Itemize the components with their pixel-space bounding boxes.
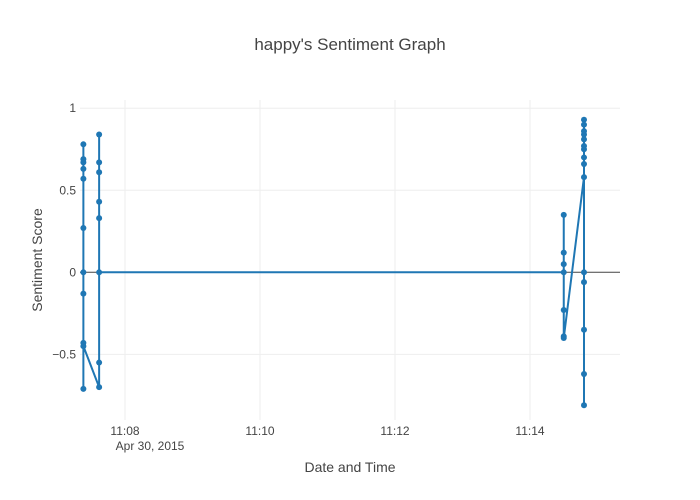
data-point [560,261,567,268]
data-point [560,307,567,314]
grid-layer [80,100,620,420]
data-point [560,269,567,276]
data-point [581,269,587,276]
data-point [80,156,87,163]
x-axis-date-label: Apr 30, 2015 [116,439,185,453]
data-point [581,116,587,123]
data-point [96,198,103,205]
y-tick-label: −0.5 [52,347,76,361]
data-point [96,215,103,222]
data-point [80,290,87,297]
data-point [581,371,587,378]
y-axis-title: Sentiment Score [29,208,45,312]
data-point [581,154,587,161]
data-point [560,334,567,341]
series-layer [80,116,587,409]
data-point [80,343,87,350]
data-point [581,174,587,181]
data-point [96,169,103,176]
data-point [96,384,103,391]
data-point [581,136,587,143]
data-point [96,269,103,276]
data-point [581,121,587,128]
data-point [581,161,587,167]
y-tick-label: 1 [69,101,76,115]
data-point [581,326,587,333]
x-tick-label: 11:10 [245,424,274,438]
data-point [80,269,87,276]
x-axis-title: Date and Time [304,459,395,475]
data-point [80,225,87,231]
data-point [80,165,87,172]
tick-layer: 11:08 11:10 11:12 11:14 −0.5 0 0.5 1 [52,101,545,438]
data-point [581,402,587,409]
data-point [581,279,587,286]
data-point [581,128,587,135]
data-point [80,175,87,182]
data-point [80,385,87,392]
data-point [581,142,587,149]
y-tick-label: 0 [69,265,76,279]
data-point [96,131,103,138]
chart-title: happy's Sentiment Graph [254,35,445,54]
data-point [560,249,567,256]
data-point [80,141,87,148]
x-tick-label: 11:08 [110,424,139,438]
data-point [560,211,567,218]
y-tick-label: 0.5 [59,183,76,197]
x-tick-label: 11:12 [380,424,409,438]
data-point [96,159,103,166]
x-tick-label: 11:14 [515,424,544,438]
data-point [96,359,103,366]
